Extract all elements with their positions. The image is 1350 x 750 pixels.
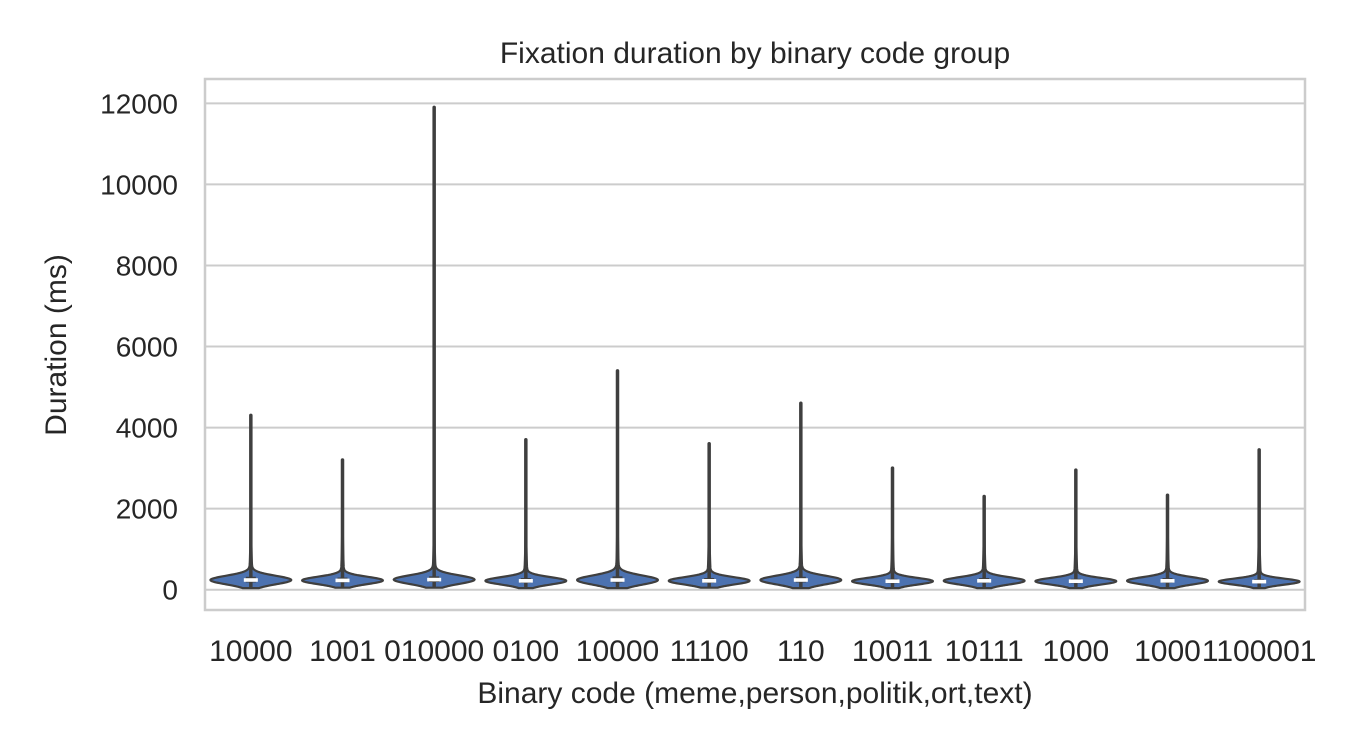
x-tick-label: 10000 xyxy=(209,635,292,668)
violin-median xyxy=(427,577,442,582)
violin-median xyxy=(702,579,717,583)
violin-9 xyxy=(1034,468,1118,590)
y-tick-label: 0 xyxy=(162,575,178,606)
x-tick-label: 1000 xyxy=(1134,635,1201,668)
violin-median xyxy=(1160,579,1175,583)
violin-median xyxy=(977,579,992,583)
violin-1 xyxy=(301,458,384,589)
violin-6 xyxy=(759,401,843,590)
x-tick-labels: 10000 1001 010000 0100 10000 11100 110 10011 101… xyxy=(209,635,1316,668)
violin-median xyxy=(1252,579,1267,584)
violin-7 xyxy=(851,466,934,590)
violin-median xyxy=(610,578,625,582)
y-tick-label: 4000 xyxy=(116,413,178,444)
violin-0 xyxy=(209,413,293,590)
x-tick-label: 10000 xyxy=(576,635,659,668)
y-tick-label: 6000 xyxy=(116,332,178,363)
violin-median xyxy=(518,579,533,583)
x-tick-label: 110 xyxy=(777,635,825,668)
violin-median xyxy=(885,579,900,584)
violin-median xyxy=(335,578,350,583)
violin-median xyxy=(1068,579,1083,584)
violin-5 xyxy=(667,442,751,589)
x-tick-label: 1000 xyxy=(1042,635,1109,668)
plot-frame xyxy=(203,77,1307,612)
violin-11 xyxy=(1217,448,1301,590)
violin-3 xyxy=(484,438,568,590)
violin-2 xyxy=(392,105,476,589)
x-tick-label: 1100001 xyxy=(1202,635,1317,668)
x-tick-label: 1001 xyxy=(309,635,376,668)
y-tick-labels: 0 2000 4000 6000 8000 10000 12000 xyxy=(100,88,178,605)
y-axis-label: Duration (ms) xyxy=(40,254,73,436)
x-tick-label: 010000 xyxy=(384,635,484,668)
x-tick-label: 10111 xyxy=(945,635,1024,668)
y-tick-label: 8000 xyxy=(116,250,178,281)
violin-median xyxy=(793,578,808,582)
x-tick-label: 11100 xyxy=(670,635,749,668)
violin-8 xyxy=(942,494,1026,590)
violin-4 xyxy=(575,369,660,590)
x-tick-label: 0100 xyxy=(492,635,559,668)
gridlines xyxy=(205,102,1305,591)
x-tick-label: 10011 xyxy=(852,635,933,668)
chart-title: Fixation duration by binary code group xyxy=(500,37,1010,70)
y-tick-label: 2000 xyxy=(116,494,178,525)
violin-10 xyxy=(1125,493,1210,590)
x-axis-label: Binary code (meme,person,politik,ort,tex… xyxy=(477,677,1032,710)
violins xyxy=(209,105,1301,590)
violin-median xyxy=(243,578,258,582)
y-tick-label: 12000 xyxy=(100,88,178,119)
y-tick-label: 10000 xyxy=(100,169,178,200)
